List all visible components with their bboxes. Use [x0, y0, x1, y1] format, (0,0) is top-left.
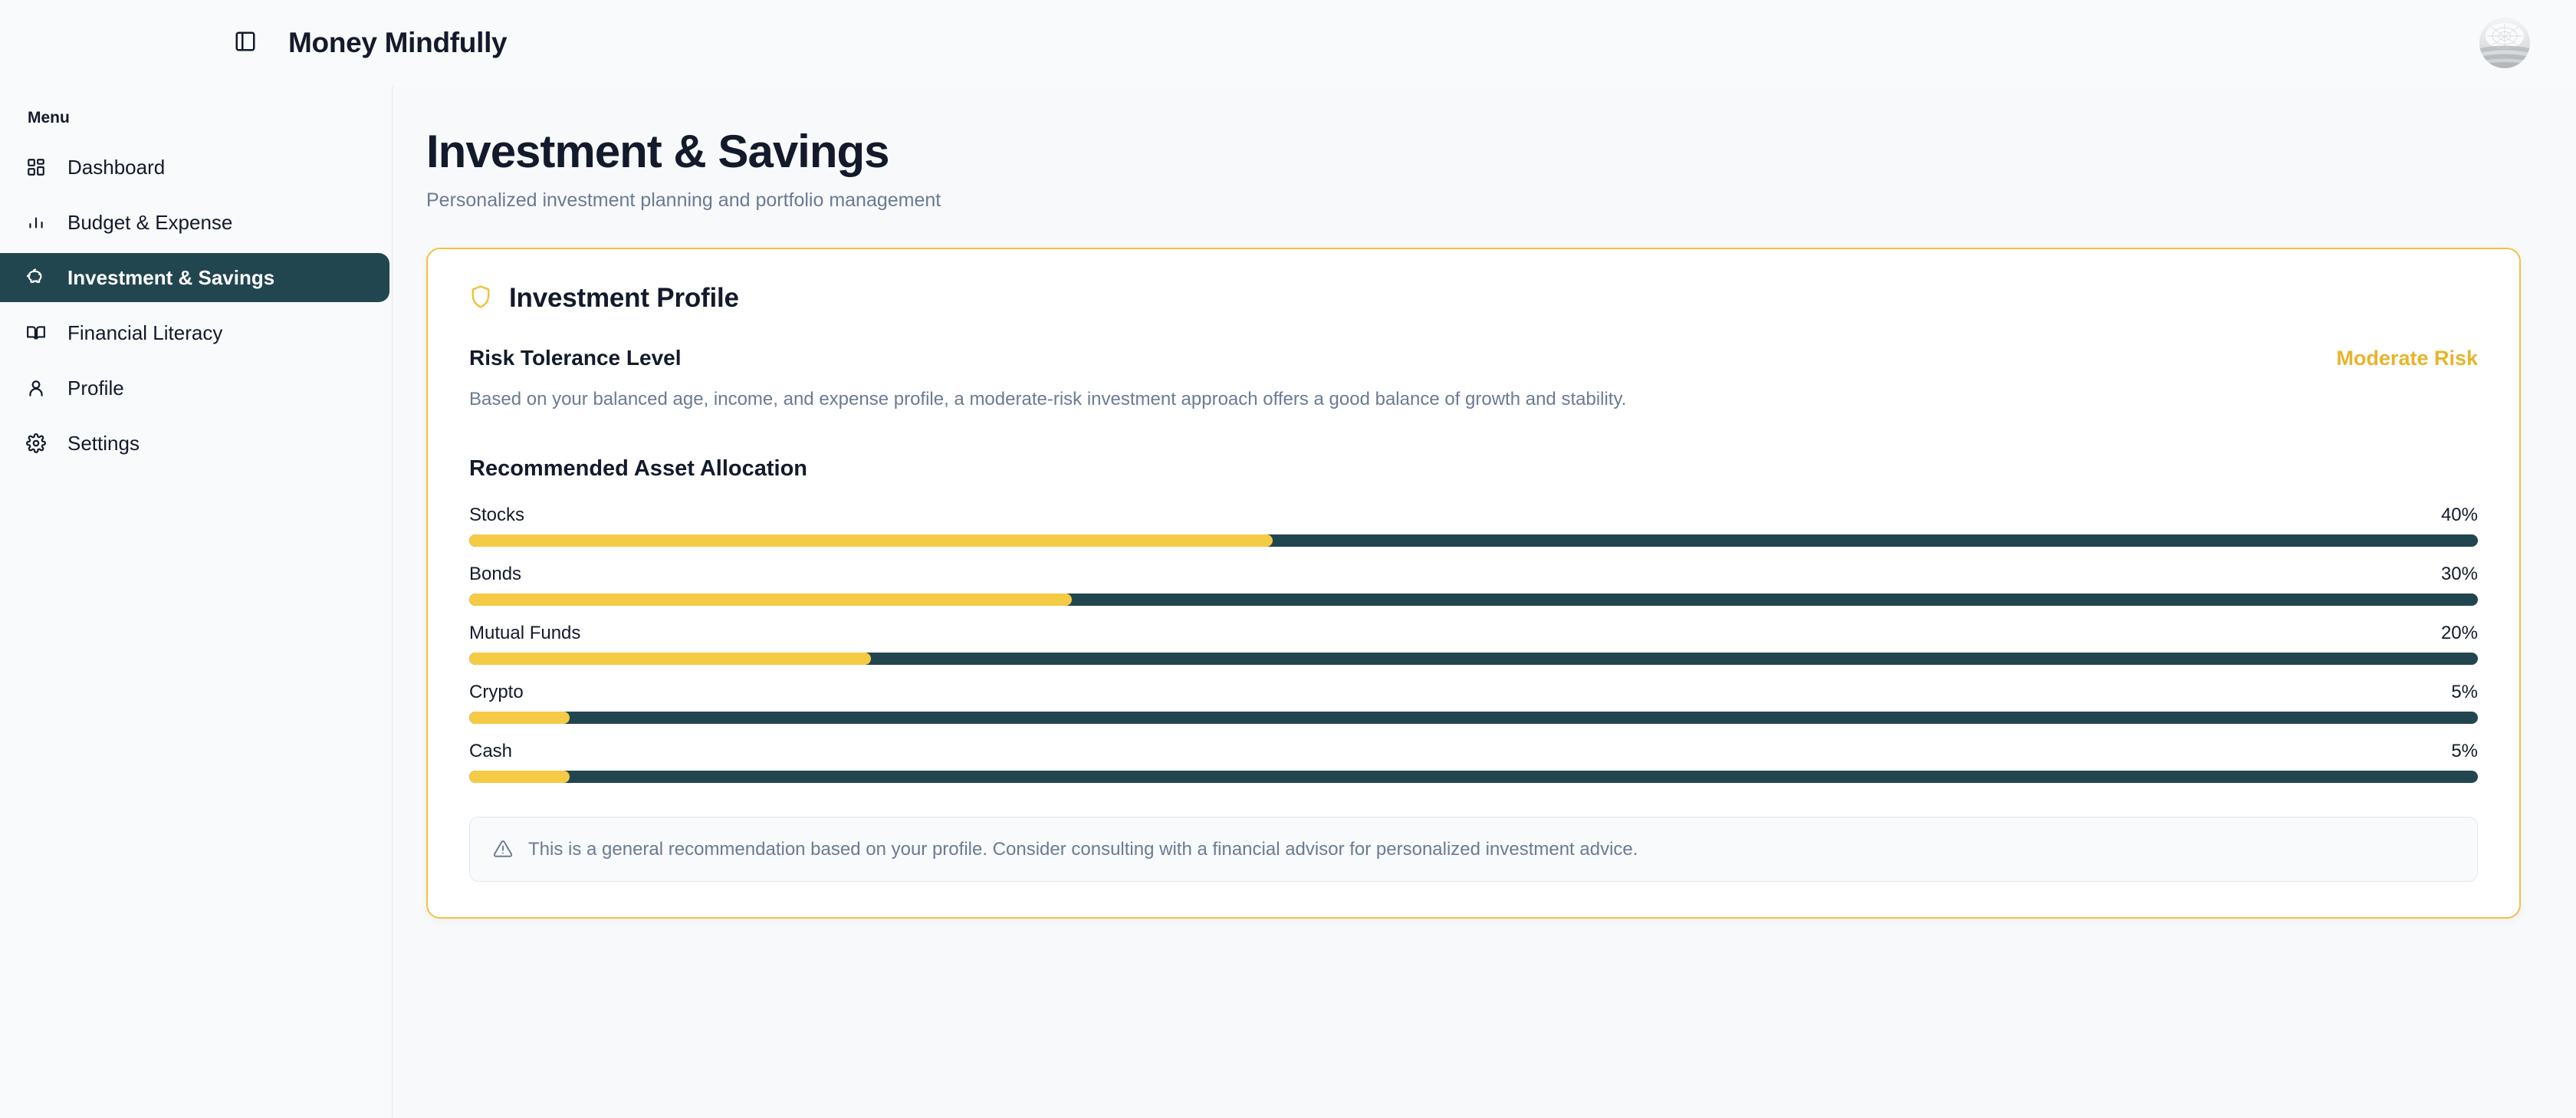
status-badge: Moderate Risk — [2336, 347, 2478, 370]
allocation-row: Cash 5% — [469, 741, 2478, 783]
investment-profile-card: Investment Profile Risk Tolerance Level … — [426, 248, 2521, 919]
card-title: Investment Profile — [509, 283, 739, 314]
top-bar: Money Mindfully — [0, 0, 2576, 86]
user-avatar-image — [2479, 18, 2530, 68]
card-header: Investment Profile — [469, 283, 2478, 314]
warning-triangle-icon — [493, 839, 513, 859]
allocation-label: Bonds — [469, 563, 522, 584]
allocation-bar-track — [469, 770, 2478, 783]
sidebar-item-label: Budget & Expense — [67, 210, 233, 234]
allocation-value: 20% — [2440, 622, 2478, 643]
allocation-bar-track — [469, 711, 2478, 724]
sidebar-item-financial-literacy[interactable]: Financial Literacy — [0, 308, 389, 357]
allocation-label: Mutual Funds — [469, 622, 581, 643]
sidebar-item-investment-savings[interactable]: Investment & Savings — [0, 253, 389, 302]
allocation-value: 5% — [2451, 681, 2478, 702]
page-layout: Menu Dashboard Budget & Expens — [0, 86, 2576, 1118]
sidebar-item-label: Profile — [67, 376, 124, 400]
sidebar-toggle-button[interactable] — [230, 28, 261, 58]
sidebar-item-label: Financial Literacy — [67, 321, 223, 344]
page-subtitle: Personalized investment planning and por… — [426, 189, 941, 212]
page-title: Investment & Savings — [426, 126, 890, 177]
risk-tolerance-heading: Risk Tolerance Level — [469, 346, 682, 370]
allocation-bar-fill — [469, 711, 570, 724]
main-content: Investment & Savings Personalized invest… — [393, 86, 2576, 1118]
risk-description: Based on your balanced age, income, and … — [469, 389, 1627, 410]
grid-icon — [23, 154, 49, 180]
allocation-bar-track — [469, 534, 2478, 547]
sidebar-section-label: Menu — [28, 109, 70, 127]
allocation-bar-track — [469, 652, 2478, 665]
allocation-row: Bonds 30% — [469, 564, 2478, 606]
disclaimer-text: This is a general recommendation based o… — [528, 838, 1638, 860]
user-icon — [23, 375, 49, 401]
allocation-bar-list: Stocks 40% Bonds 30% — [469, 505, 2478, 783]
sidebar-item-budget-expense[interactable]: Budget & Expense — [0, 198, 389, 247]
sidebar-item-profile[interactable]: Profile — [0, 363, 389, 413]
allocation-label: Crypto — [469, 681, 524, 702]
allocation-heading: Recommended Asset Allocation — [469, 455, 808, 481]
sidebar-item-label: Investment & Savings — [67, 265, 275, 289]
allocation-bar-fill — [469, 770, 570, 783]
bar-chart-icon — [23, 209, 49, 235]
allocation-value: 30% — [2440, 563, 2478, 584]
allocation-label: Stocks — [469, 504, 525, 525]
gear-icon — [23, 430, 49, 456]
app-title: Money Mindfully — [288, 27, 508, 58]
avatar[interactable] — [2479, 18, 2530, 68]
shield-icon — [469, 284, 492, 314]
risk-tolerance-row: Risk Tolerance Level Moderate Risk — [469, 346, 2478, 370]
allocation-value: 40% — [2440, 504, 2478, 525]
panel-left-icon — [234, 30, 257, 57]
allocation-bar-fill — [469, 652, 871, 665]
piggy-bank-icon — [23, 265, 49, 291]
allocation-row: Mutual Funds 20% — [469, 623, 2478, 665]
allocation-bar-fill — [469, 534, 1273, 547]
sidebar-item-label: Settings — [67, 431, 140, 455]
sidebar-item-label: Dashboard — [67, 155, 166, 179]
allocation-value: 5% — [2451, 740, 2478, 761]
disclaimer-notice: This is a general recommendation based o… — [469, 816, 2478, 882]
allocation-row: Stocks 40% — [469, 505, 2478, 547]
allocation-label: Cash — [469, 740, 513, 761]
sidebar-item-settings[interactable]: Settings — [0, 419, 389, 468]
sidebar: Menu Dashboard Budget & Expens — [0, 86, 393, 1118]
allocation-bar-track — [469, 593, 2478, 606]
sidebar-item-dashboard[interactable]: Dashboard — [0, 143, 389, 192]
allocation-bar-fill — [469, 593, 1072, 606]
book-open-icon — [23, 320, 49, 346]
allocation-row: Crypto 5% — [469, 682, 2478, 724]
